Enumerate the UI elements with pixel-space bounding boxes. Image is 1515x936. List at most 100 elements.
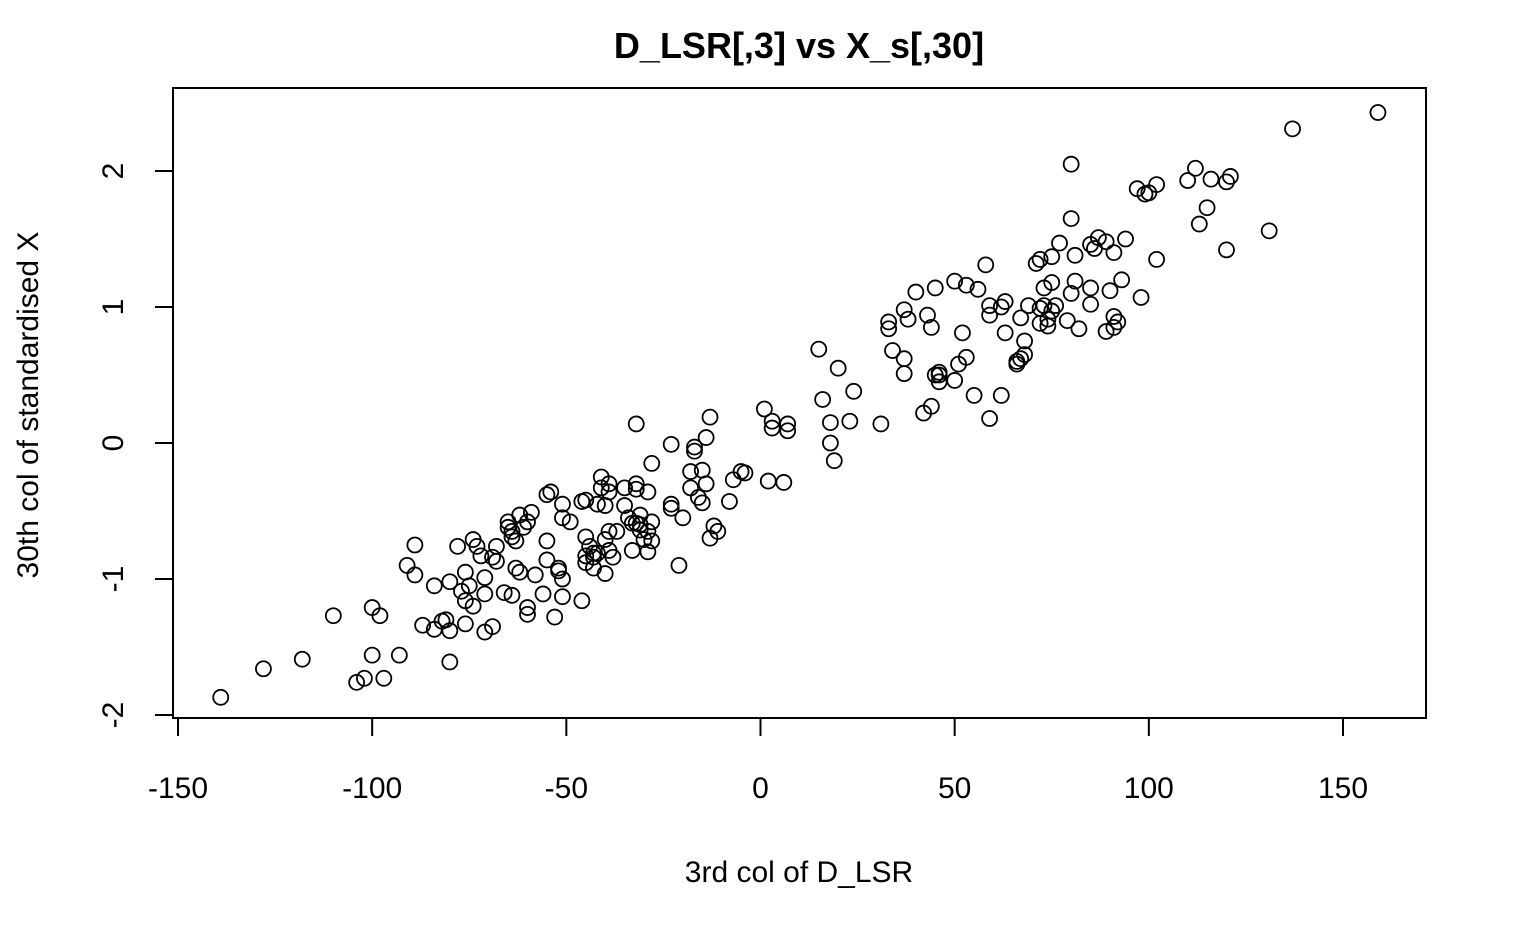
data-point	[779, 422, 797, 440]
data-point	[996, 293, 1014, 310]
data-point	[596, 531, 614, 548]
data-point	[1218, 241, 1235, 259]
data-point	[577, 547, 595, 565]
data-point	[1105, 244, 1123, 262]
data-point	[1066, 272, 1084, 290]
data-point	[957, 276, 975, 294]
data-point	[1031, 250, 1049, 268]
data-point	[561, 513, 579, 531]
x-tick-label: 50	[938, 772, 971, 805]
data-point	[926, 279, 944, 297]
data-point	[1101, 282, 1119, 300]
data-point	[639, 543, 657, 561]
data-point	[406, 566, 424, 584]
data-point	[736, 464, 754, 482]
y-tick-label: 1	[97, 299, 130, 316]
data-point	[1058, 312, 1076, 330]
data-point	[554, 509, 571, 527]
data-point	[573, 592, 591, 610]
data-point	[456, 563, 474, 581]
data-point	[810, 340, 828, 358]
data-point	[414, 616, 432, 634]
data-point	[631, 521, 649, 539]
data-point	[981, 297, 999, 315]
data-point	[872, 415, 890, 433]
data-point	[616, 497, 633, 514]
data-point	[709, 523, 727, 540]
data-point	[484, 618, 501, 635]
data-point	[293, 650, 311, 668]
y-tick-label: 2	[97, 163, 130, 180]
data-point	[992, 298, 1010, 316]
x-tick-label: 150	[1318, 772, 1368, 805]
data-point	[693, 461, 711, 479]
data-point	[546, 608, 564, 626]
data-point	[1016, 332, 1033, 350]
data-point	[899, 310, 917, 328]
data-point	[1218, 173, 1235, 191]
data-point	[371, 607, 389, 625]
data-point	[604, 548, 622, 566]
data-point	[977, 256, 995, 274]
data-point	[627, 475, 645, 493]
x-tick-label: 0	[752, 772, 769, 805]
data-point	[363, 646, 381, 664]
data-point	[1284, 120, 1301, 138]
data-point	[775, 474, 793, 491]
data-point	[763, 412, 781, 430]
data-point	[693, 494, 711, 512]
data-point	[627, 480, 645, 498]
data-point	[503, 528, 521, 546]
data-point	[1113, 271, 1131, 289]
data-point	[1105, 308, 1123, 325]
data-point	[324, 607, 342, 625]
data-point	[919, 306, 936, 324]
data-point	[662, 495, 680, 513]
data-point	[1047, 297, 1065, 315]
data-point	[822, 414, 839, 432]
data-point	[1031, 314, 1049, 332]
data-point	[511, 563, 529, 581]
data-point	[456, 615, 474, 633]
data-point	[1097, 233, 1115, 251]
data-point	[814, 391, 832, 408]
data-point	[468, 537, 486, 555]
data-point	[348, 673, 366, 691]
data-point	[542, 483, 560, 501]
plot-frame	[172, 87, 1427, 719]
data-point	[1369, 104, 1387, 121]
data-point	[554, 570, 571, 588]
data-point	[1066, 246, 1084, 264]
data-point	[779, 415, 797, 433]
data-point	[686, 438, 703, 456]
data-point	[441, 622, 459, 640]
data-point	[538, 532, 556, 550]
data-point	[1097, 323, 1115, 340]
chart-title: D_LSR[,3] vs X_s[,30]	[614, 25, 984, 66]
data-point	[662, 435, 680, 453]
data-point	[643, 513, 661, 531]
data-point	[1039, 317, 1057, 335]
data-point	[643, 454, 661, 472]
data-point	[965, 386, 983, 404]
data-point	[616, 479, 633, 497]
y-axis-label: 30th col of standardised X	[12, 232, 45, 579]
data-point	[1051, 234, 1068, 252]
data-point	[689, 488, 707, 506]
data-point	[437, 611, 455, 629]
data-points	[212, 104, 1387, 706]
data-point	[992, 386, 1010, 404]
data-point	[600, 523, 618, 540]
data-point	[1179, 172, 1197, 189]
data-point	[375, 669, 393, 687]
data-point	[1190, 215, 1208, 233]
data-point	[592, 479, 610, 497]
data-point	[682, 479, 699, 497]
data-point	[922, 318, 940, 336]
data-point	[495, 584, 513, 601]
data-point	[662, 499, 680, 517]
data-point	[515, 518, 533, 536]
data-point	[1062, 284, 1080, 302]
data-point	[623, 542, 641, 559]
data-point	[1062, 210, 1080, 228]
